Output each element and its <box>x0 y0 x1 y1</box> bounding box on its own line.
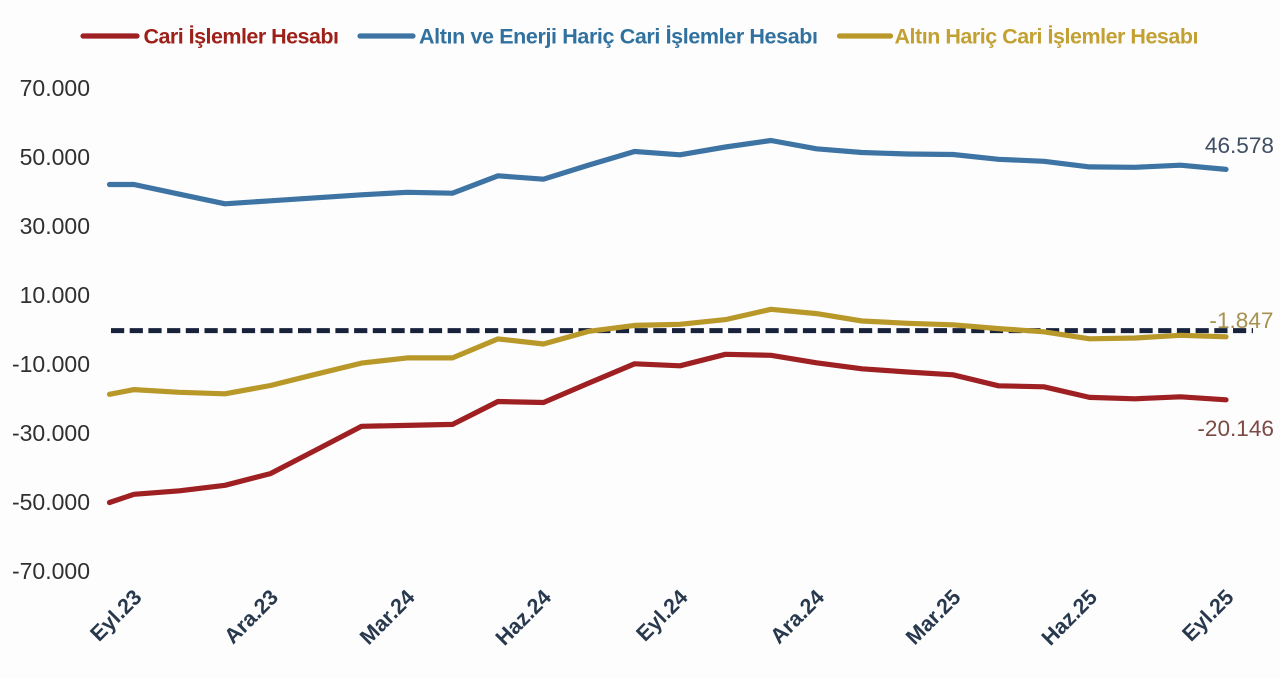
svg-text:70.000: 70.000 <box>20 75 90 101</box>
svg-text:10.000: 10.000 <box>20 282 90 308</box>
svg-text:Cari İşlemler Hesabı: Cari İşlemler Hesabı <box>144 25 340 49</box>
svg-text:-30.000: -30.000 <box>12 420 90 446</box>
svg-text:-10.000: -10.000 <box>12 351 90 377</box>
svg-text:46.578: 46.578 <box>1205 133 1274 158</box>
svg-text:Altın Hariç Cari İşlemler Hesa: Altın Hariç Cari İşlemler Hesabı <box>895 25 1199 49</box>
svg-text:Altın ve Enerji Hariç Cari İşl: Altın ve Enerji Hariç Cari İşlemler Hesa… <box>419 25 818 49</box>
svg-text:-50.000: -50.000 <box>12 489 90 515</box>
svg-text:-20.146: -20.146 <box>1197 416 1274 441</box>
svg-text:-1.847: -1.847 <box>1209 308 1273 333</box>
svg-text:-70.000: -70.000 <box>12 558 90 584</box>
svg-text:50.000: 50.000 <box>20 144 90 170</box>
svg-text:30.000: 30.000 <box>20 213 90 239</box>
